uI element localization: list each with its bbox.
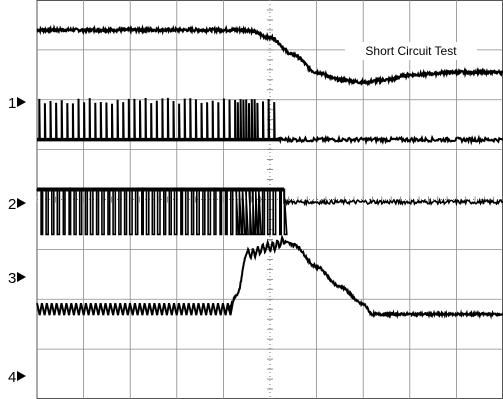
channel-1-marker: 1: [8, 95, 27, 112]
channel-4-arrow-icon: [17, 371, 27, 381]
channel-3-trace: [36, 186, 503, 236]
channel-4-trace: [36, 234, 503, 320]
chart-title: Short Circuit Test: [345, 42, 477, 60]
channel-1-label: 1: [8, 95, 17, 112]
channel-4-label: 4: [8, 369, 17, 386]
channel-3-arrow-icon: [17, 272, 27, 282]
channel-3-marker: 3: [8, 270, 27, 287]
channel-2-label: 2: [8, 196, 17, 213]
channel-2-arrow-icon: [17, 198, 27, 208]
channel-1-arrow-icon: [17, 97, 27, 107]
channel-3-label: 3: [8, 270, 17, 287]
channel-1-trace: [36, 24, 503, 87]
scope-traces: [36, 24, 503, 320]
channel-4-marker: 4: [8, 369, 27, 386]
channel-2-marker: 2: [8, 196, 27, 213]
